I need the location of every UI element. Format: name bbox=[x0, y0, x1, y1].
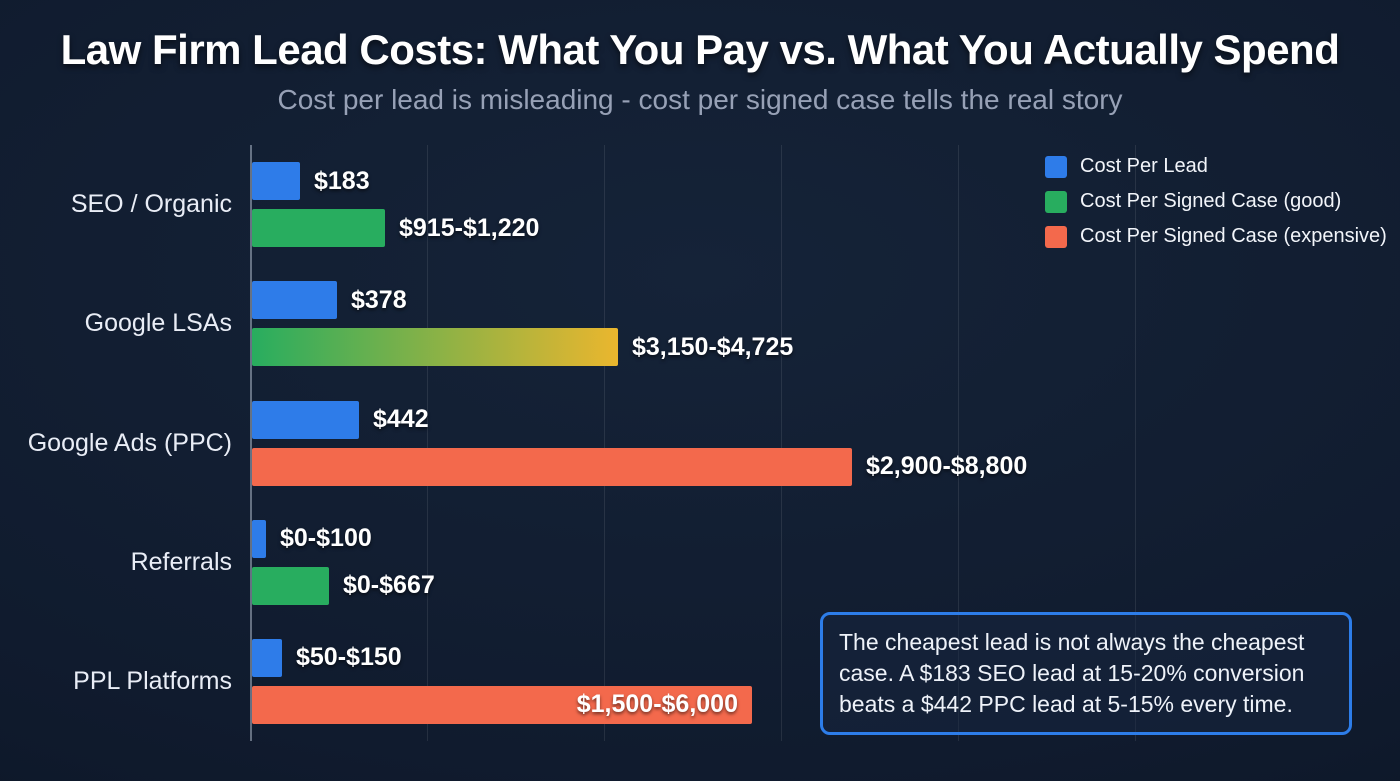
legend-item-signed-case-expensive: Cost Per Signed Case (expensive) bbox=[1045, 225, 1387, 248]
bar-line: $0-$100 bbox=[252, 519, 1400, 558]
bar-signed-case-good bbox=[252, 209, 385, 248]
bar-cost-per-lead bbox=[252, 281, 337, 320]
bar-value-label: $0-$667 bbox=[343, 571, 435, 600]
bar-value-label: $442 bbox=[373, 405, 429, 433]
bar-value-label: $915-$1,220 bbox=[399, 213, 540, 242]
gridline bbox=[604, 145, 605, 741]
bar-signed-case-good bbox=[252, 566, 329, 605]
legend-swatch-cost-per-lead bbox=[1045, 155, 1067, 178]
category-label: Google Ads (PPC) bbox=[27, 428, 232, 457]
bar-cost-per-lead bbox=[252, 519, 266, 558]
bar-group: $442 $2,900-$8,800 bbox=[252, 383, 1400, 502]
legend: Cost Per Lead Cost Per Signed Case (good… bbox=[1045, 155, 1387, 248]
bar-group: $50-$150 $1,500-$6,000 bbox=[252, 622, 1400, 741]
bar-line: $0-$667 bbox=[252, 566, 1400, 605]
bar-group: $183 $915-$1,220 bbox=[252, 145, 1400, 264]
bar-group: $378 $3,150-$4,725 bbox=[252, 264, 1400, 383]
bar-line: $50-$150 bbox=[252, 638, 1400, 677]
bar-line: $3,150-$4,725 bbox=[252, 328, 1400, 367]
bar-chart: SEO / Organic $183 $915-$1,220 Google LSAs $… bbox=[0, 145, 1400, 741]
bar-cost-per-lead bbox=[252, 638, 282, 677]
bar-line: $442 bbox=[252, 400, 1400, 439]
legend-swatch-signed-case-expensive bbox=[1045, 225, 1067, 248]
chart-row: SEO / Organic $183 $915-$1,220 bbox=[0, 145, 1400, 264]
legend-label: Cost Per Lead bbox=[1080, 155, 1208, 177]
bar-value-label: $0-$100 bbox=[280, 524, 372, 553]
bar-signed-case-expensive: $1,500-$6,000 bbox=[252, 685, 752, 724]
bar-cost-per-lead bbox=[252, 400, 359, 439]
category-label: SEO / Organic bbox=[70, 190, 232, 219]
page-subtitle: Cost per lead is misleading - cost per s… bbox=[277, 84, 1123, 115]
bar-value-label: $2,900-$8,800 bbox=[866, 452, 1028, 480]
bar-line: $915-$1,220 bbox=[252, 209, 1400, 248]
insight-callout: The cheapest lead is not always the chea… bbox=[820, 612, 1352, 735]
chart-row: PPL Platforms $50-$150 $1,500-$6,000 bbox=[0, 622, 1400, 741]
bar-line: $183 bbox=[252, 162, 1400, 201]
gridline bbox=[427, 145, 428, 741]
category-label: Referrals bbox=[130, 547, 232, 576]
bar-group: $0-$100 $0-$667 bbox=[252, 503, 1400, 622]
gridline bbox=[781, 145, 782, 741]
chart-row: Google Ads (PPC) $442 $2,900-$8,800 bbox=[0, 383, 1400, 502]
category-label: PPL Platforms bbox=[73, 666, 232, 695]
legend-label: Cost Per Signed Case (good) bbox=[1080, 190, 1342, 212]
bar-value-label: $50-$150 bbox=[296, 643, 402, 672]
chart-rows: SEO / Organic $183 $915-$1,220 Google LSAs $… bbox=[0, 145, 1400, 741]
bar-line: $1,500-$6,000 bbox=[252, 685, 1400, 724]
chart-row: Google LSAs $378 $3,150-$4,725 bbox=[0, 264, 1400, 383]
bar-value-label: $378 bbox=[351, 285, 407, 314]
bar-value-label: $3,150-$4,725 bbox=[632, 332, 794, 361]
gridline bbox=[958, 145, 959, 741]
legend-item-signed-case-good: Cost Per Signed Case (good) bbox=[1045, 190, 1387, 213]
page-title: Law Firm Lead Costs: What You Pay vs. Wh… bbox=[60, 26, 1340, 73]
bar-value-label: $183 bbox=[314, 166, 370, 195]
chart-row: Referrals $0-$100 $0-$667 bbox=[0, 503, 1400, 622]
bar-line: $378 bbox=[252, 281, 1400, 320]
legend-label: Cost Per Signed Case (expensive) bbox=[1080, 225, 1387, 247]
legend-swatch-signed-case-good bbox=[1045, 190, 1067, 213]
bar-signed-case-expensive bbox=[252, 447, 852, 486]
gridline bbox=[1135, 145, 1136, 741]
bar-signed-case-gradient bbox=[252, 328, 618, 367]
bar-line: $2,900-$8,800 bbox=[252, 447, 1400, 486]
bar-cost-per-lead bbox=[252, 162, 300, 201]
category-label: Google LSAs bbox=[84, 309, 232, 338]
bar-value-label: $1,500-$6,000 bbox=[576, 690, 738, 719]
legend-item-cost-per-lead: Cost Per Lead bbox=[1045, 155, 1387, 178]
y-axis-line bbox=[250, 145, 252, 741]
